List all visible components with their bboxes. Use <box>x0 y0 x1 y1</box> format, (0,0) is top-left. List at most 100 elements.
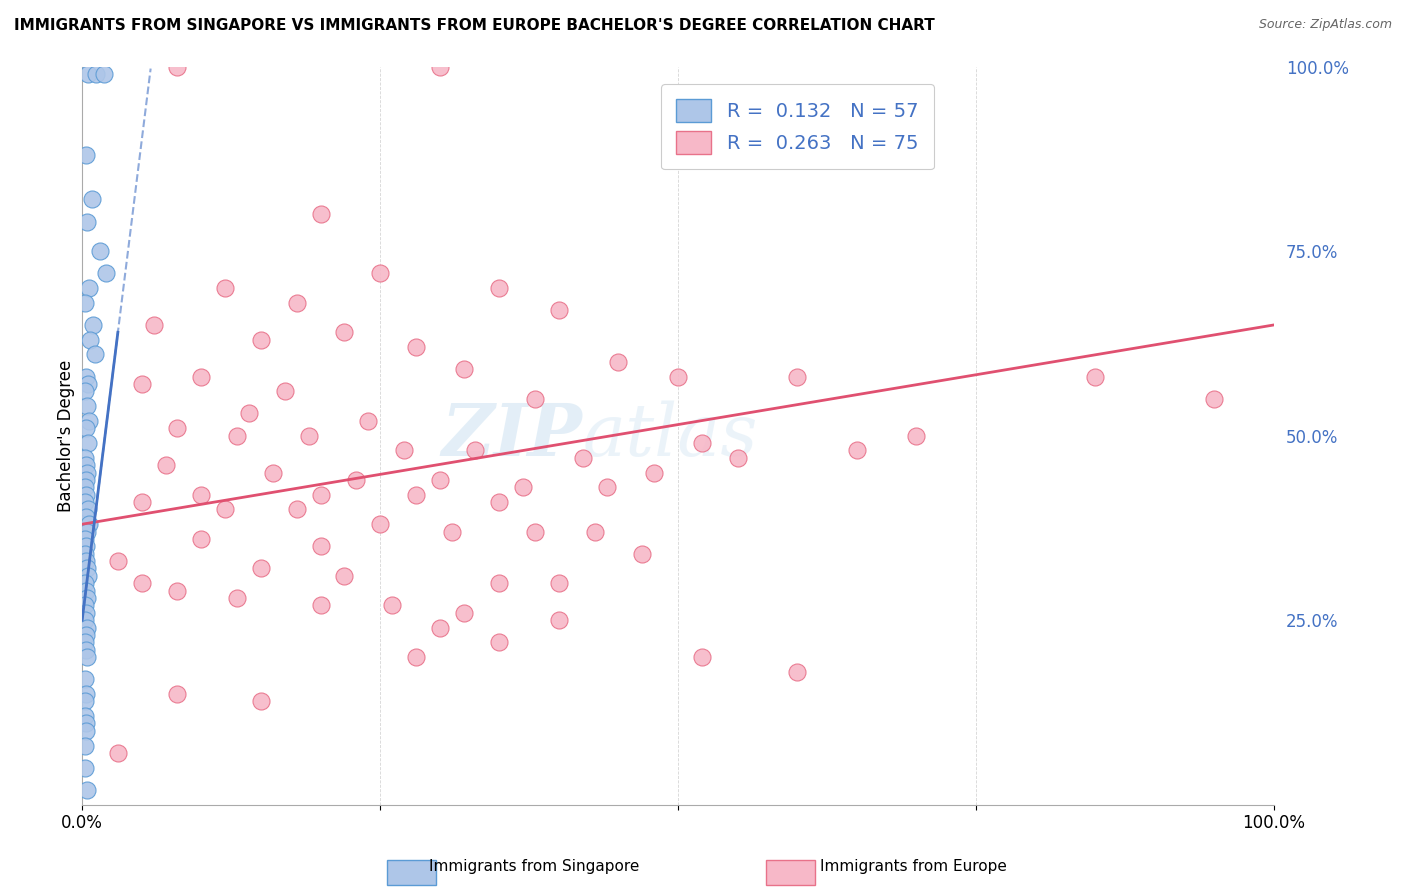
Point <box>429 621 451 635</box>
Point <box>155 458 177 472</box>
Point <box>166 583 188 598</box>
Point <box>250 694 273 708</box>
Point <box>75 148 97 162</box>
Point <box>82 318 104 332</box>
Point <box>75 473 97 487</box>
Point <box>368 266 391 280</box>
Point <box>488 635 510 649</box>
Point <box>250 561 273 575</box>
Point <box>76 214 98 228</box>
Point <box>905 428 928 442</box>
Point <box>238 407 260 421</box>
Point <box>488 281 510 295</box>
Point <box>727 450 749 465</box>
Point <box>75 642 97 657</box>
Point <box>547 576 569 591</box>
Point <box>73 480 96 494</box>
Point <box>166 421 188 435</box>
Point <box>76 650 98 665</box>
Point <box>73 672 96 686</box>
Point <box>464 443 486 458</box>
Point <box>73 739 96 753</box>
Point <box>73 547 96 561</box>
Point <box>845 443 868 458</box>
Point <box>73 495 96 509</box>
Point <box>405 340 427 354</box>
Point <box>73 761 96 775</box>
Point <box>666 369 689 384</box>
Point <box>131 376 153 391</box>
Point <box>75 509 97 524</box>
Point <box>75 723 97 738</box>
Point <box>274 384 297 399</box>
Point <box>131 495 153 509</box>
Text: Immigrants from Europe: Immigrants from Europe <box>821 859 1007 874</box>
Point <box>75 687 97 701</box>
Point <box>73 295 96 310</box>
Point <box>512 480 534 494</box>
Point <box>440 524 463 539</box>
Point <box>226 591 249 605</box>
Point <box>309 540 332 554</box>
Point <box>73 709 96 723</box>
Text: atlas: atlas <box>582 401 758 471</box>
Point <box>76 561 98 575</box>
Point <box>77 502 100 516</box>
Point <box>84 347 107 361</box>
Point <box>73 576 96 591</box>
Point <box>690 650 713 665</box>
Point <box>631 547 654 561</box>
Point <box>107 554 129 568</box>
Point <box>344 473 367 487</box>
Point <box>73 450 96 465</box>
Point <box>690 436 713 450</box>
Y-axis label: Bachelor's Degree: Bachelor's Degree <box>58 359 75 512</box>
Point <box>643 466 665 480</box>
Point <box>73 532 96 546</box>
Point <box>75 540 97 554</box>
Point <box>75 458 97 472</box>
Point <box>142 318 165 332</box>
Point <box>77 414 100 428</box>
Point <box>368 517 391 532</box>
Point <box>392 443 415 458</box>
Point <box>131 576 153 591</box>
Point <box>94 266 117 280</box>
Point <box>75 421 97 435</box>
Point <box>214 502 236 516</box>
Point <box>77 436 100 450</box>
Point <box>405 488 427 502</box>
Text: Immigrants from Singapore: Immigrants from Singapore <box>429 859 640 874</box>
Point <box>76 466 98 480</box>
Point <box>77 517 100 532</box>
Point <box>76 399 98 413</box>
Point <box>75 554 97 568</box>
Text: Source: ZipAtlas.com: Source: ZipAtlas.com <box>1258 18 1392 31</box>
Point <box>75 606 97 620</box>
Point <box>75 716 97 731</box>
Point <box>77 67 100 81</box>
Point <box>547 613 569 627</box>
Point <box>262 466 284 480</box>
Point <box>285 502 308 516</box>
Point <box>76 524 98 539</box>
Point <box>190 488 212 502</box>
Point <box>488 576 510 591</box>
Point <box>77 376 100 391</box>
Point <box>76 783 98 797</box>
Point <box>89 244 111 259</box>
Point <box>357 414 380 428</box>
Point <box>405 650 427 665</box>
Point <box>285 295 308 310</box>
Point <box>488 495 510 509</box>
Point <box>226 428 249 442</box>
Point <box>429 473 451 487</box>
Point <box>166 687 188 701</box>
Point <box>309 207 332 221</box>
Point <box>429 60 451 74</box>
Point <box>595 480 617 494</box>
Point <box>786 665 808 679</box>
Point <box>73 599 96 613</box>
Point <box>76 621 98 635</box>
Point <box>190 369 212 384</box>
